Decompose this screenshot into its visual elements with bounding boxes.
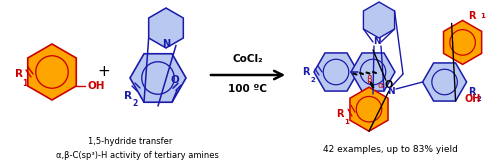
Polygon shape xyxy=(444,20,482,64)
Polygon shape xyxy=(314,53,358,91)
Text: 1,5-hydride transfer: 1,5-hydride transfer xyxy=(88,138,172,147)
Text: 100 ºC: 100 ºC xyxy=(228,84,268,94)
Polygon shape xyxy=(351,53,395,91)
Polygon shape xyxy=(28,44,76,100)
Text: O: O xyxy=(170,75,179,85)
Polygon shape xyxy=(350,87,388,131)
Text: 42 examples, up to 83% yield: 42 examples, up to 83% yield xyxy=(322,146,458,155)
Polygon shape xyxy=(130,54,186,102)
Text: α,β-C(sp³)-H activity of tertiary amines: α,β-C(sp³)-H activity of tertiary amines xyxy=(56,150,218,160)
Text: R: R xyxy=(468,87,475,97)
Text: OH: OH xyxy=(88,81,105,91)
Text: CoCl₂: CoCl₂ xyxy=(232,54,264,64)
Polygon shape xyxy=(422,63,467,101)
Text: N: N xyxy=(373,37,381,46)
Text: R: R xyxy=(124,91,132,101)
Text: N: N xyxy=(162,39,170,49)
Text: β: β xyxy=(366,75,372,84)
Polygon shape xyxy=(148,8,184,48)
Text: R: R xyxy=(302,67,310,77)
Text: 2: 2 xyxy=(310,77,316,83)
Text: N: N xyxy=(387,88,395,96)
Text: 2: 2 xyxy=(476,96,481,102)
Text: R: R xyxy=(336,109,344,119)
Text: α: α xyxy=(378,82,384,90)
Text: 2: 2 xyxy=(132,98,138,108)
Text: +: + xyxy=(98,65,110,80)
Text: 1: 1 xyxy=(22,79,28,88)
Text: R: R xyxy=(15,69,23,79)
Text: OH: OH xyxy=(464,94,481,104)
Text: R: R xyxy=(468,11,475,21)
Text: 1: 1 xyxy=(344,119,350,125)
Text: O: O xyxy=(384,80,393,90)
Text: 1: 1 xyxy=(480,13,485,19)
Polygon shape xyxy=(364,2,394,38)
